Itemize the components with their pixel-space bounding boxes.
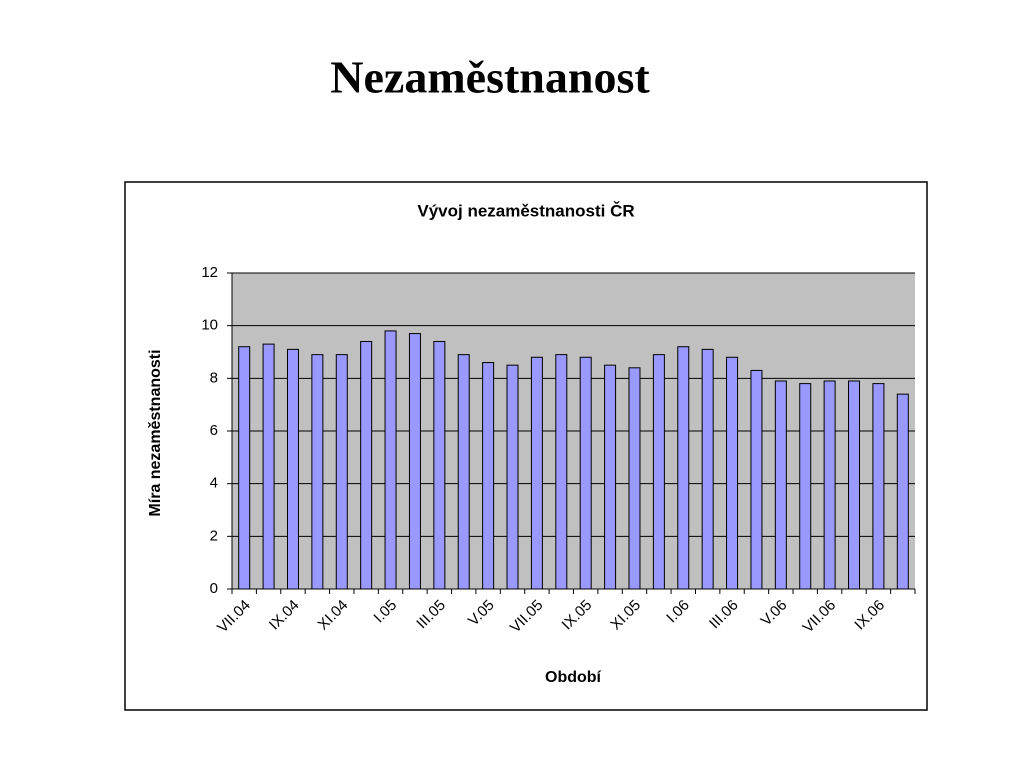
y-tick-label: 2 bbox=[210, 527, 218, 544]
bar bbox=[286, 348, 299, 590]
bar bbox=[311, 354, 324, 590]
bar bbox=[726, 356, 739, 590]
slide-title: Nezaměstnanost bbox=[330, 52, 650, 103]
bar bbox=[896, 393, 909, 590]
bar bbox=[335, 354, 348, 590]
bar bbox=[823, 380, 836, 590]
bar bbox=[701, 348, 714, 590]
y-tick-label: 12 bbox=[201, 264, 218, 281]
bar bbox=[799, 383, 812, 590]
bar bbox=[238, 346, 251, 590]
x-axis-title: Období bbox=[545, 669, 602, 686]
bar bbox=[360, 340, 373, 590]
bar bbox=[457, 354, 470, 590]
y-tick-label: 10 bbox=[201, 317, 218, 334]
bar bbox=[872, 383, 885, 590]
bar bbox=[433, 340, 446, 590]
bar bbox=[555, 354, 568, 590]
y-tick-label: 4 bbox=[210, 475, 218, 492]
y-axis-title: Míra nezaměstnanosti bbox=[147, 349, 164, 516]
bar bbox=[774, 380, 787, 590]
bar bbox=[628, 367, 641, 590]
bar bbox=[652, 354, 665, 590]
bar bbox=[506, 364, 519, 590]
bar bbox=[848, 380, 861, 590]
bar bbox=[750, 369, 763, 590]
bar bbox=[408, 333, 421, 590]
bar bbox=[579, 356, 592, 590]
bar bbox=[530, 356, 543, 590]
chart-title: Vývoj nezaměstnanosti ČR bbox=[417, 201, 634, 220]
y-tick-label: 8 bbox=[210, 369, 218, 386]
bar bbox=[262, 343, 275, 590]
bar bbox=[482, 362, 495, 590]
y-tick-label: 0 bbox=[210, 580, 218, 597]
y-tick-label: 6 bbox=[210, 422, 218, 439]
bar bbox=[604, 364, 617, 590]
bar bbox=[384, 330, 397, 590]
bar bbox=[677, 346, 690, 590]
